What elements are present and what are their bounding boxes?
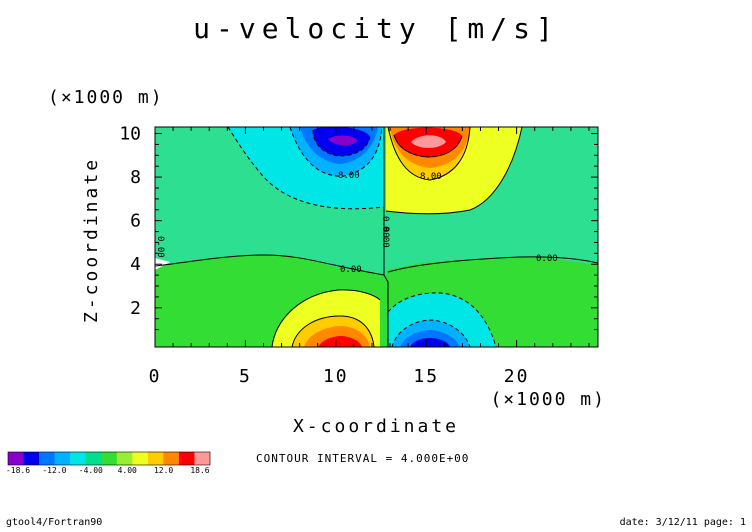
contour-line-negative bbox=[227, 127, 385, 210]
contour-region bbox=[410, 338, 450, 347]
chart-title: u-velocity [m/s] bbox=[193, 12, 559, 45]
contour-label: 0.00 bbox=[536, 254, 558, 264]
colorbar-tick-label: 18.6 bbox=[190, 466, 209, 475]
colorbar-swatch bbox=[8, 452, 24, 465]
contour-line-negative bbox=[289, 127, 383, 177]
x-tick-label: 5 bbox=[239, 366, 252, 387]
colorbar-swatch bbox=[194, 452, 211, 465]
contour-label: 8.00 bbox=[420, 172, 442, 182]
contour-region bbox=[328, 135, 358, 146]
y-tick-label: 8 bbox=[130, 167, 141, 188]
contour-label: 0.00 bbox=[340, 265, 362, 275]
x-tick-label: 15 bbox=[413, 366, 439, 387]
contour-line-positive bbox=[291, 315, 375, 347]
top-right-positive-cell bbox=[386, 127, 522, 214]
contour-line-negative bbox=[391, 319, 471, 347]
colorbar-swatch bbox=[70, 452, 86, 465]
x-tick-label: 0 bbox=[149, 366, 162, 387]
colorbar-swatch bbox=[116, 452, 133, 465]
contour-region bbox=[318, 336, 362, 347]
x-tick-label: 20 bbox=[504, 366, 530, 387]
contour-line-positive bbox=[385, 127, 523, 215]
colorbar-tick-label: -18.6 bbox=[6, 466, 30, 475]
y-ticks: 2 4 6 8 10 bbox=[119, 124, 598, 331]
x-tick-label: 10 bbox=[323, 366, 349, 387]
y-tick-label: 2 bbox=[130, 298, 141, 319]
contour-line-positive bbox=[387, 127, 471, 181]
y-unit-label: (×1000 m) bbox=[48, 87, 164, 108]
contour-label: 0.00 bbox=[380, 226, 390, 248]
colorbar-tick-label: 4.00 bbox=[118, 466, 137, 475]
contour-field: 0.00 0.00 0.00 0.00 0.00 8.00 8.00 bbox=[155, 127, 598, 347]
contour-lines bbox=[155, 127, 598, 347]
zero-contour-right bbox=[387, 256, 598, 273]
colorbar-tick-label: 12.0 bbox=[154, 466, 173, 475]
boundary-notch bbox=[155, 258, 170, 270]
bottom-right-negative-cell bbox=[388, 292, 496, 347]
contour-label: 0.00 bbox=[380, 216, 390, 238]
footer-right-text: date: 3/12/11 page: 1 bbox=[620, 517, 746, 528]
colorbar-tick-labels: -18.6 -12.0 -4.00 4.00 12.0 18.6 bbox=[6, 466, 210, 475]
colorbar-swatch bbox=[101, 452, 118, 465]
y-tick-label: 10 bbox=[119, 124, 141, 145]
x-axis-label: X-coordinate bbox=[293, 416, 459, 437]
colorbar-tick-label: -12.0 bbox=[42, 466, 66, 475]
y-tick-label: 6 bbox=[130, 211, 141, 232]
contour-line-positive bbox=[393, 134, 463, 158]
colorbar-swatch bbox=[132, 452, 149, 465]
colorbar-swatch bbox=[163, 452, 180, 465]
zero-contour-vertical bbox=[383, 127, 389, 347]
y-axis-label: Z-coordinate bbox=[81, 157, 102, 323]
contour-value-labels: 0.00 0.00 0.00 0.00 0.00 8.00 8.00 bbox=[155, 171, 558, 275]
colorbar-swatch bbox=[39, 452, 55, 465]
contour-line-negative bbox=[387, 292, 497, 347]
colorbar-swatch bbox=[23, 452, 40, 465]
y-tick-label: 4 bbox=[130, 254, 141, 275]
contour-label: 8.00 bbox=[338, 171, 360, 181]
contour-label: 0.00 bbox=[155, 236, 165, 258]
contour-interval-text: CONTOUR INTERVAL = 4.000E+00 bbox=[256, 452, 469, 465]
zero-contour-left bbox=[155, 254, 385, 276]
colorbar-frame bbox=[7, 451, 211, 466]
footer-left-text: gtool4/Fortran90 bbox=[6, 517, 102, 528]
colorbar-swatch bbox=[54, 452, 71, 465]
colorbar-tick-label: -4.00 bbox=[79, 466, 103, 475]
colorbar-swatch bbox=[85, 452, 102, 465]
contour-region bbox=[411, 135, 446, 148]
top-left-negative-cell bbox=[228, 127, 384, 209]
contour-line-positive bbox=[271, 289, 381, 347]
x-ticks: 0 5 10 15 20 bbox=[149, 127, 590, 387]
x-unit-label: (×1000 m) bbox=[490, 389, 606, 410]
plot-frame bbox=[154, 126, 599, 348]
colorbar-swatch bbox=[178, 452, 195, 465]
colorbar bbox=[7, 451, 211, 466]
colorbar-swatch bbox=[147, 452, 164, 465]
